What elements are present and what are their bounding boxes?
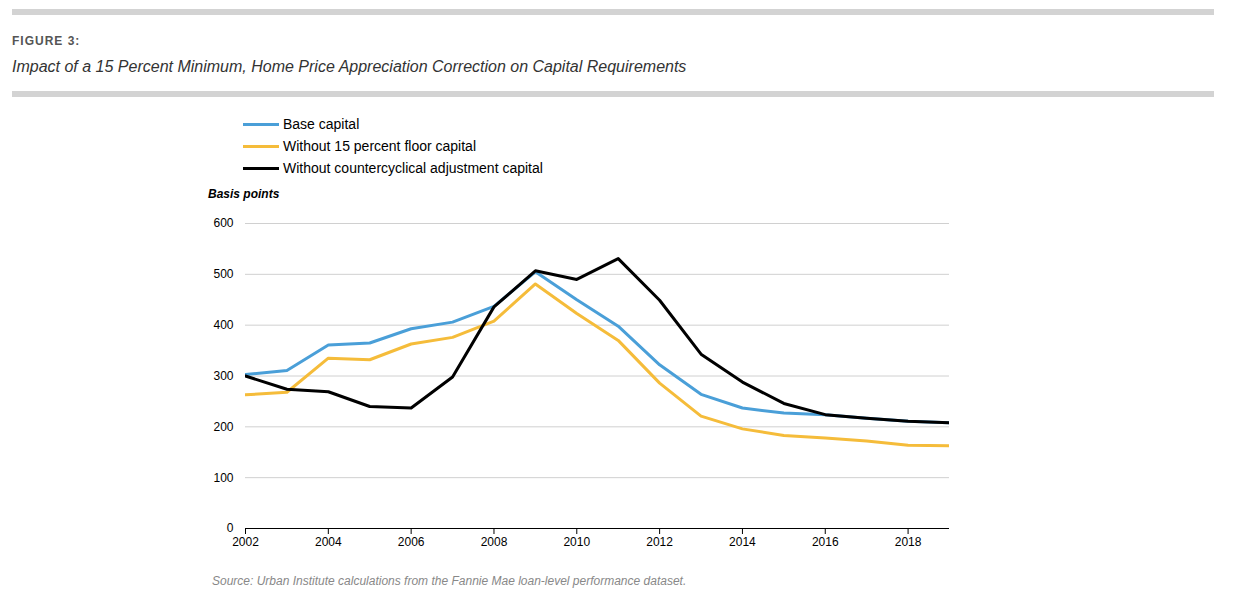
svg-text:2004: 2004 xyxy=(315,535,342,549)
svg-text:100: 100 xyxy=(213,471,233,485)
svg-text:2008: 2008 xyxy=(481,535,508,549)
svg-text:2012: 2012 xyxy=(646,535,673,549)
html-text:Source: Urban Institute calcul: Source: Urban Institute calculations fro… xyxy=(212,574,687,588)
html-text:Without 15 percent floor capit: Without 15 percent floor capital xyxy=(283,138,476,154)
html-text:Impact of a 15 Percent Minimum: Impact of a 15 Percent Minimum, Home Pri… xyxy=(12,58,687,75)
svg-text:300: 300 xyxy=(213,369,233,383)
svg-text:2018: 2018 xyxy=(895,535,922,549)
html-text:Basis points: Basis points xyxy=(208,187,280,201)
html-text:Without countercyclical adjust: Without countercyclical adjustment capit… xyxy=(283,160,543,176)
svg-text:400: 400 xyxy=(213,318,233,332)
html-text:Base capital: Base capital xyxy=(283,116,360,132)
svg-text:600: 600 xyxy=(213,216,233,230)
svg-text:500: 500 xyxy=(213,267,233,281)
svg-text:2006: 2006 xyxy=(398,535,425,549)
svg-text:2010: 2010 xyxy=(563,535,590,549)
html-text:FIGURE 3:: FIGURE 3: xyxy=(12,34,81,48)
svg-text:200: 200 xyxy=(213,420,233,434)
svg-text:2016: 2016 xyxy=(812,535,839,549)
svg-text:0: 0 xyxy=(227,521,234,535)
svg-text:2002: 2002 xyxy=(232,535,259,549)
svg-text:2014: 2014 xyxy=(729,535,756,549)
